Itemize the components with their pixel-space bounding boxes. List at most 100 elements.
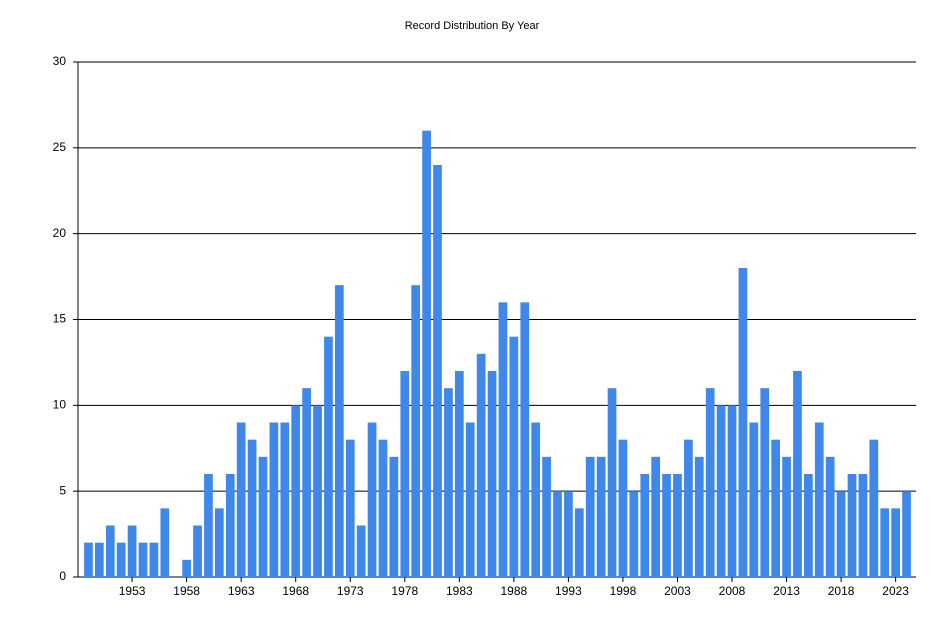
bar (531, 422, 541, 577)
x-tick-label: 1993 (555, 584, 582, 598)
x-tick-label: 1953 (119, 584, 146, 598)
bar (182, 559, 191, 577)
bar (596, 456, 606, 577)
bar (444, 388, 453, 577)
bar (498, 302, 508, 577)
bar (825, 456, 835, 577)
bar (716, 405, 726, 577)
bar (302, 388, 311, 577)
x-tick-label: 1988 (501, 584, 528, 598)
bar (880, 508, 890, 577)
bar (847, 474, 857, 577)
bar (640, 474, 650, 577)
bar (378, 439, 388, 577)
bar (662, 474, 671, 577)
bar (520, 302, 530, 577)
bar (94, 542, 104, 577)
bar (84, 542, 93, 577)
bar (116, 542, 126, 577)
bar (236, 422, 246, 577)
bar (585, 456, 595, 577)
bar (138, 542, 148, 577)
bar (694, 456, 704, 577)
bar (738, 268, 748, 577)
bar (324, 336, 333, 577)
bar (433, 165, 442, 577)
x-tick-label: 1958 (173, 584, 200, 598)
bar (749, 422, 759, 577)
bar (367, 422, 377, 577)
bar (553, 491, 562, 577)
bar (771, 439, 781, 577)
bar (793, 371, 802, 577)
x-tick-label: 1983 (446, 584, 473, 598)
bar (574, 508, 584, 577)
bar (105, 525, 115, 577)
bar (836, 491, 846, 577)
x-tick-label: 1998 (610, 584, 637, 598)
y-tick-label: 5 (59, 483, 66, 497)
bar (618, 439, 628, 577)
bar (760, 388, 770, 577)
bar (127, 525, 137, 577)
bar (607, 388, 617, 577)
bar (454, 371, 464, 577)
y-tick-label: 10 (53, 398, 67, 412)
bar (389, 456, 399, 577)
bar (313, 405, 322, 577)
bar (705, 388, 715, 577)
bar (214, 508, 224, 577)
bar (269, 422, 279, 577)
y-tick-label: 15 (53, 312, 67, 326)
bar (225, 474, 235, 577)
bar (356, 525, 366, 577)
bar (651, 456, 661, 577)
bar (684, 439, 693, 577)
bar (869, 439, 879, 577)
x-tick-label: 2013 (773, 584, 800, 598)
bar (160, 508, 170, 577)
bar (204, 474, 213, 577)
bar (280, 422, 290, 577)
bar (564, 491, 573, 577)
bar (247, 439, 257, 577)
bar (902, 491, 911, 577)
bar (334, 285, 344, 577)
bar (858, 474, 868, 577)
bar (804, 474, 813, 577)
x-tick-label: 1963 (228, 584, 255, 598)
bar (476, 353, 486, 577)
bar (411, 285, 421, 577)
y-tick-label: 30 (53, 54, 67, 68)
bar (465, 422, 475, 577)
bar (673, 474, 682, 577)
bar (814, 422, 824, 577)
x-tick-label: 2018 (828, 584, 855, 598)
x-tick-label: 2023 (882, 584, 909, 598)
bar (629, 491, 639, 577)
x-tick-label: 2008 (719, 584, 746, 598)
x-tick-label: 1973 (337, 584, 364, 598)
chart-title: Record Distribution By Year (405, 20, 540, 32)
y-tick-label: 25 (53, 140, 67, 154)
bar (345, 439, 355, 577)
bar (727, 405, 737, 577)
bar (487, 371, 497, 577)
x-tick-label: 2003 (664, 584, 691, 598)
bar (193, 525, 202, 577)
bar (509, 336, 519, 577)
bar (891, 508, 901, 577)
bar (542, 456, 551, 577)
x-tick-label: 1968 (282, 584, 309, 598)
bar (782, 456, 791, 577)
bar (258, 456, 268, 577)
y-tick-label: 0 (59, 569, 66, 583)
bar (149, 542, 159, 577)
bar (422, 130, 431, 577)
y-tick-label: 20 (53, 226, 67, 240)
bar (291, 405, 301, 577)
x-tick-label: 1978 (391, 584, 418, 598)
bar (400, 371, 410, 577)
